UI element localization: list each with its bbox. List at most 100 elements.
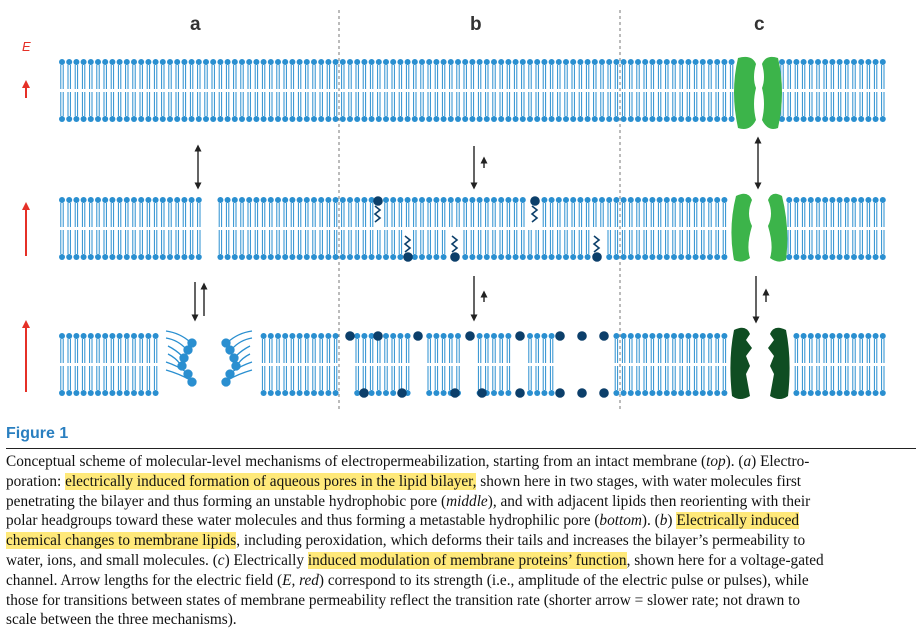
- lipid-headgroup: [879, 254, 886, 260]
- lipid-headgroup: [253, 116, 260, 122]
- lipid-headgroup: [663, 333, 670, 339]
- lipid-headgroup: [217, 59, 224, 65]
- lipid-headgroup: [541, 333, 548, 339]
- lipid-headgroup: [505, 333, 512, 339]
- lipid-headgroup: [728, 59, 735, 65]
- lipid-headgroup: [548, 390, 555, 396]
- lipid-headgroup: [73, 59, 80, 65]
- lipid-headgroup: [239, 197, 245, 203]
- oxidized-lipids: [345, 196, 609, 398]
- lipid-headgroup: [447, 197, 454, 203]
- lipid-headgroup: [858, 390, 865, 396]
- lipid-headgroup: [476, 254, 483, 260]
- lipid-headgroup: [123, 333, 130, 339]
- caption-line: those for transitions between states of …: [6, 591, 916, 611]
- lipid-headgroup: [433, 390, 440, 396]
- lipid-headgroup: [275, 390, 281, 396]
- lipid-headgroup: [361, 333, 368, 339]
- lipid-headgroup: [505, 59, 512, 65]
- lipid-headgroup: [318, 390, 325, 396]
- caption-text: those for transitions between states of …: [6, 591, 801, 609]
- caption-text: ) Electro-: [751, 453, 810, 470]
- lipid-headgroup: [707, 333, 713, 339]
- lipid-headgroup: [606, 254, 613, 260]
- lipid-headgroup: [332, 333, 339, 339]
- lipid-headgroup: [354, 333, 361, 339]
- lipid-headgroup: [879, 197, 886, 203]
- lipid-headgroup: [685, 197, 692, 203]
- lipid-headgroup: [469, 116, 476, 122]
- lipid-headgroup: [325, 254, 332, 260]
- lipid-headgroup: [260, 390, 267, 396]
- lipid-headgroup: [555, 59, 562, 65]
- lipid-headgroup: [505, 116, 512, 122]
- lipid-headgroup: [253, 254, 260, 260]
- lipid-headgroup: [152, 59, 159, 65]
- lipid-headgroup: [303, 59, 310, 65]
- lipid-headgroup: [555, 254, 562, 260]
- lipid-headgroup: [87, 254, 94, 260]
- lipid-headgroup: [138, 333, 145, 339]
- lipid-headgroup: [851, 197, 857, 203]
- lipid-headgroup: [851, 59, 857, 65]
- lipid-headgroup: [95, 333, 101, 339]
- lipid-headgroup: [195, 59, 202, 65]
- lipid-headgroup: [512, 197, 519, 203]
- lipid-headgroup: [793, 59, 800, 65]
- lipid-headgroup: [397, 333, 404, 339]
- lipid-headgroup: [851, 390, 857, 396]
- lipid-headgroup: [433, 197, 440, 203]
- lipid-headgroup: [483, 59, 490, 65]
- caption-text: c: [217, 551, 225, 569]
- lipid-headgroup: [246, 116, 253, 122]
- lipid-headgroup: [447, 116, 454, 122]
- lipid-headgroup: [577, 197, 584, 203]
- lipid-headgroup: [498, 390, 505, 396]
- lipid-headgroup: [239, 59, 245, 65]
- lipid-headgroup: [807, 59, 814, 65]
- lipid-headgroup: [289, 254, 296, 260]
- lipid-headgroup: [635, 59, 641, 65]
- lipid-headgroup: [519, 254, 526, 260]
- lipid-headgroup: [692, 197, 699, 203]
- lipid-headgroup: [872, 116, 879, 122]
- lipid-headgroup: [246, 197, 253, 203]
- lipid-headgroup: [534, 254, 541, 260]
- lipid-headgroup: [224, 254, 231, 260]
- lipid-headgroup: [678, 197, 685, 203]
- caption-text: top: [706, 453, 726, 470]
- lipid-headgroup: [419, 254, 425, 260]
- lipid-headgroup: [627, 390, 634, 396]
- lipid-headgroup: [131, 197, 137, 203]
- lipid-headgroup: [829, 59, 836, 65]
- lipid-headgroup: [354, 59, 361, 65]
- lipid-headgroup: [383, 116, 389, 122]
- lipid-headgroup: [404, 59, 411, 65]
- lipid-headgroup: [361, 254, 368, 260]
- lipid-headgroup: [527, 390, 533, 396]
- lipid-headgroup: [793, 254, 800, 260]
- lipid-headgroup: [829, 333, 836, 339]
- lipid-headgroup: [800, 197, 807, 203]
- lipid-headgroup: [397, 254, 404, 260]
- lipid-headgroup: [498, 116, 505, 122]
- lipid-headgroup: [318, 116, 325, 122]
- lipid-headgroup: [87, 390, 94, 396]
- highlighted-text: induced modulation of membrane proteins’…: [307, 551, 627, 569]
- lipid-headgroup: [620, 390, 627, 396]
- lipid-headgroup: [368, 197, 375, 203]
- lipid-headgroup: [59, 254, 65, 260]
- lipid-headgroup: [116, 116, 123, 122]
- lipid-headgroup: [793, 390, 800, 396]
- lipid-headgroup: [311, 254, 317, 260]
- lipid-headgroup: [59, 197, 65, 203]
- lipid-headgroup: [476, 116, 483, 122]
- lipid-headgroup: [519, 59, 526, 65]
- lipid-headgroup: [843, 59, 850, 65]
- lipid-headgroup: [95, 116, 101, 122]
- lipid-headgroup: [807, 254, 814, 260]
- lipid-headgroup: [527, 116, 533, 122]
- lipid-headgroup: [548, 254, 555, 260]
- lipid-headgroup: [109, 116, 116, 122]
- lipid-headgroup: [440, 333, 447, 339]
